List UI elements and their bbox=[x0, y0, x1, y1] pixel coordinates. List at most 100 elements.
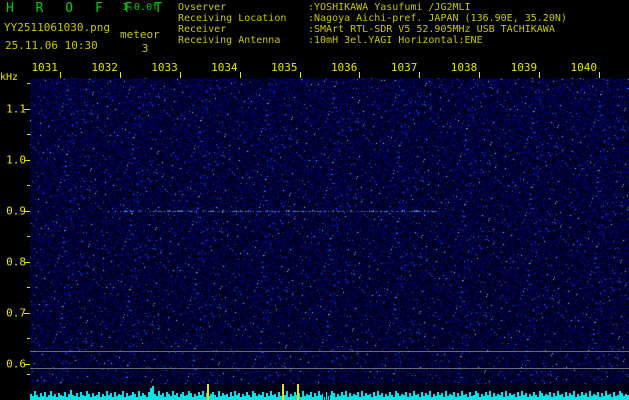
amplitude-bar bbox=[341, 392, 344, 400]
filename-label: YY2511061030.png bbox=[4, 21, 110, 34]
amplitude-bar bbox=[593, 394, 596, 400]
amplitude-bar bbox=[245, 392, 248, 400]
amplitude-bar bbox=[81, 395, 84, 400]
amplitude-bar bbox=[333, 393, 336, 400]
amplitude-bar bbox=[551, 397, 554, 400]
amplitude-bar bbox=[587, 397, 590, 400]
amplitude-bar bbox=[179, 394, 182, 400]
x-axis-tick-label: 1040 bbox=[570, 61, 598, 74]
datetime-label: 25.11.06 10:30 bbox=[5, 39, 98, 52]
amplitude-bar bbox=[325, 392, 328, 400]
amplitude-bar bbox=[417, 394, 420, 400]
amplitude-bar bbox=[429, 391, 432, 400]
amplitude-bar bbox=[277, 392, 280, 400]
amplitude-bar bbox=[113, 392, 116, 400]
amplitude-bar bbox=[363, 396, 366, 400]
amplitude-bar bbox=[205, 393, 208, 400]
amplitude-bar bbox=[501, 392, 504, 400]
amplitude-bar bbox=[213, 395, 216, 400]
amplitude-bar bbox=[447, 396, 450, 400]
plot-gridline bbox=[30, 367, 629, 369]
amplitude-bar bbox=[483, 396, 486, 400]
amplitude-bar bbox=[251, 391, 254, 400]
amplitude-bar bbox=[573, 391, 576, 400]
amplitude-bar bbox=[465, 394, 468, 400]
amplitude-bar bbox=[347, 397, 350, 400]
amplitude-bar bbox=[91, 393, 94, 400]
amplitude-bar bbox=[41, 396, 44, 400]
amplitude-bar bbox=[311, 397, 314, 400]
amplitude-bar bbox=[473, 395, 476, 400]
info-label: Receiving Location bbox=[178, 13, 287, 24]
x-axis-tick-label: 1034 bbox=[211, 61, 238, 74]
amplitude-bar bbox=[503, 397, 506, 400]
spectrogram-noise-canvas bbox=[30, 78, 629, 384]
amplitude-bar bbox=[391, 395, 394, 400]
amplitude-bar bbox=[291, 396, 294, 400]
amplitude-bar bbox=[567, 396, 570, 400]
amplitude-bar bbox=[335, 397, 338, 400]
amplitude-bar bbox=[603, 396, 606, 400]
amplitude-bar bbox=[233, 391, 236, 400]
amplitude-bar bbox=[615, 396, 617, 400]
amplitude-bar bbox=[623, 396, 625, 400]
amplitude-bar bbox=[533, 392, 536, 400]
amplitude-bar bbox=[129, 395, 132, 400]
amplitude-bar bbox=[145, 397, 148, 400]
amplitude-bar bbox=[625, 394, 627, 400]
amplitude-bar bbox=[597, 392, 600, 400]
amplitude-bar bbox=[369, 394, 372, 400]
amplitude-bar bbox=[299, 397, 302, 400]
amplitude-bar bbox=[65, 397, 68, 400]
amplitude-bar bbox=[75, 393, 78, 400]
amplitude-bar bbox=[191, 397, 194, 400]
amplitude-bar bbox=[201, 391, 204, 400]
amplitude-bar bbox=[93, 396, 96, 400]
amplitude-bar bbox=[163, 397, 166, 400]
x-axis-tick-label: 1039 bbox=[510, 61, 538, 74]
x-axis-tick bbox=[419, 72, 421, 78]
amplitude-bar bbox=[457, 393, 460, 400]
amplitude-bar bbox=[489, 391, 492, 400]
amplitude-bar bbox=[217, 391, 220, 400]
amplitude-bar bbox=[569, 393, 572, 400]
y-axis-tick-label: 0.7 bbox=[6, 306, 26, 320]
amplitude-bar bbox=[229, 392, 232, 400]
amplitude-bar bbox=[459, 396, 462, 400]
amplitude-bar bbox=[345, 391, 348, 400]
amplitude-bar bbox=[627, 395, 629, 400]
x-axis-tick bbox=[59, 72, 61, 78]
amplitude-bar bbox=[161, 393, 164, 400]
amplitude-bar bbox=[255, 396, 258, 400]
amplitude-bar bbox=[453, 392, 456, 400]
amplitude-bar bbox=[337, 394, 340, 400]
amplitude-bar bbox=[427, 395, 430, 400]
amplitude-bar bbox=[30, 394, 32, 400]
amplitude-bar bbox=[195, 396, 198, 400]
amplitude-bar bbox=[83, 396, 86, 400]
amplitude-bar bbox=[269, 391, 272, 400]
amplitude-bar bbox=[259, 395, 262, 400]
amplitude-bar bbox=[437, 392, 440, 400]
amplitude-bar bbox=[109, 393, 112, 400]
amplitude-bar bbox=[493, 393, 496, 400]
amplitude-bar bbox=[85, 391, 88, 400]
amplitude-bar bbox=[425, 393, 428, 400]
amplitude-bar bbox=[393, 397, 396, 400]
amplitude-bar bbox=[371, 397, 374, 400]
info-row: Receiver:SMArt RTL-SDR V5 52.905MHz USB … bbox=[178, 24, 567, 35]
info-label: Receiver bbox=[178, 24, 227, 35]
amplitude-bar bbox=[599, 397, 602, 400]
amplitude-bar bbox=[223, 395, 226, 400]
y-axis-minor-tick bbox=[27, 83, 30, 85]
amplitude-bar bbox=[99, 397, 102, 400]
amplitude-bar bbox=[57, 393, 60, 400]
amplitude-bar bbox=[605, 391, 608, 400]
amplitude-bar bbox=[385, 394, 388, 400]
amplitude-bar bbox=[577, 394, 580, 400]
amplitude-bar bbox=[529, 394, 532, 400]
amplitude-bar bbox=[265, 393, 268, 400]
amplitude-bar bbox=[495, 396, 498, 400]
y-axis-tick-label: 1.0 bbox=[6, 153, 26, 167]
amplitude-bar bbox=[137, 391, 140, 400]
